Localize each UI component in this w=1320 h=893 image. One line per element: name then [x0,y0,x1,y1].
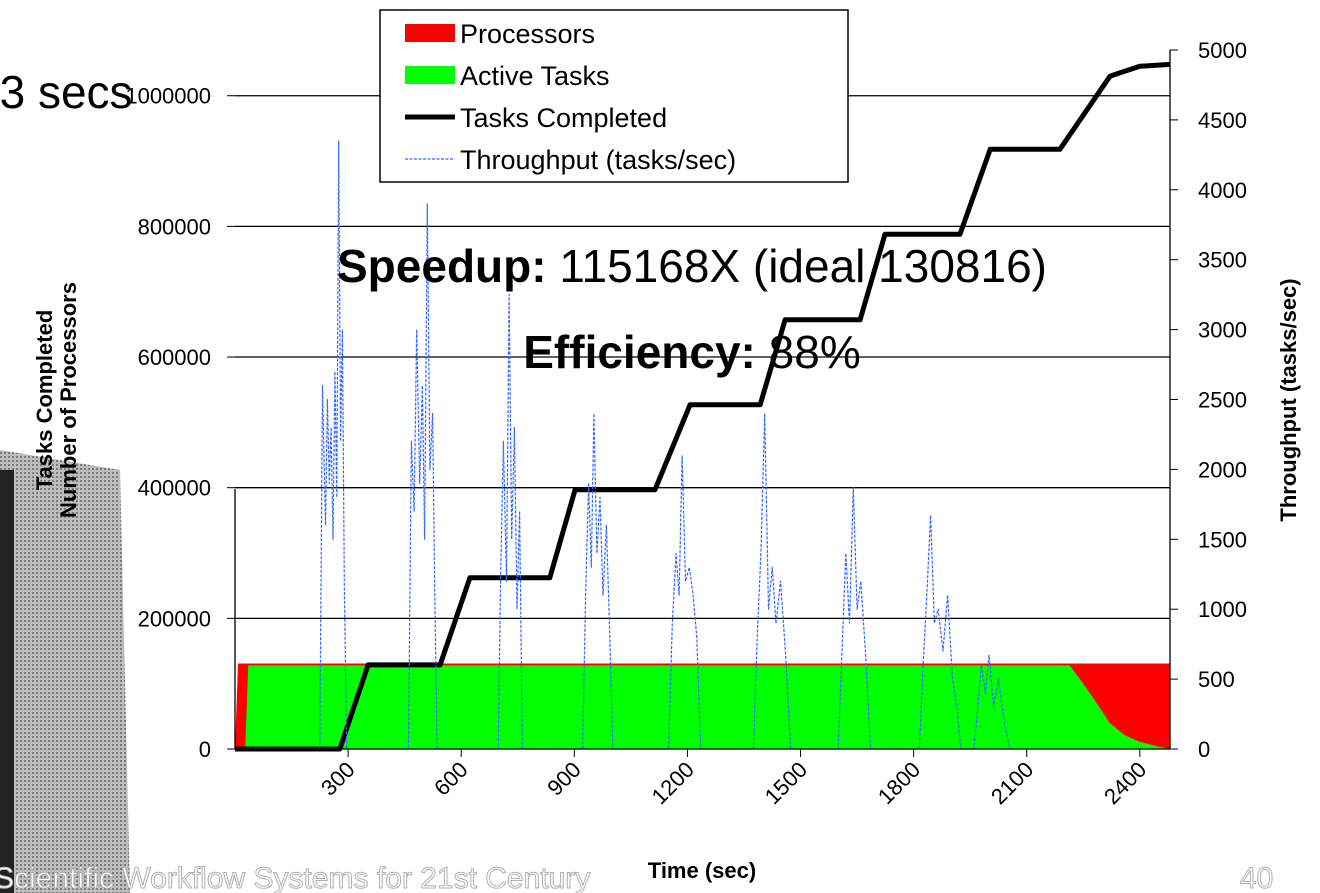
y2-tick-label: 1500 [1198,527,1247,552]
x-tick-label: 1800 [873,757,925,809]
x-tick-label: 900 [542,757,586,801]
legend-box [379,9,849,183]
legend-swatch [405,66,455,84]
slide-headline: 83 secs [0,66,133,118]
annotation-bold: Efficiency: [523,326,756,378]
annotation: Efficiency: 88% [523,326,861,378]
y-axis-title: Tasks Completed [32,310,57,491]
legend-label: Tasks Completed [460,103,667,133]
y2-tick-label: 3500 [1198,248,1247,273]
y-tick-label: 800000 [138,214,211,239]
legend: Processors Active Tasks Tasks Completed Thr… [379,9,849,183]
legend-swatch [405,24,455,42]
x-tick-label: 2100 [986,757,1038,809]
y2-tick-label: 1000 [1198,597,1247,622]
x-tick-label: 2400 [1099,757,1151,809]
y2-tick-label: 0 [1198,737,1210,762]
x-axis-title: Time (sec) [648,858,756,883]
y-tick-label: 200000 [138,606,211,631]
y-tick-label: 400000 [138,476,211,501]
y2-tick-label: 4000 [1198,178,1247,203]
y-tick-label: 0 [199,737,211,762]
slide-footer: Scientific Workflow Systems for 21st Cen… [0,862,590,893]
area [235,665,1170,749]
plot: 0 200000 400000 600000 800000 1000000 0 500 1000… [125,9,1247,809]
x-tick-label: 600 [429,757,473,801]
annotation-text: 88% [756,326,861,378]
annotation-text: 115168X (ideal 130816) [547,240,1047,292]
x-tick-label: 300 [316,757,360,801]
y2-tick-label: 2000 [1198,457,1247,482]
y2-axis-title: Throughput (tasks/sec) [1276,278,1301,521]
annotation-bold: Speedup: [337,240,547,292]
y2-tick-label: 500 [1198,667,1235,692]
annotation: Speedup: 115168X (ideal 130816) [337,240,1047,292]
y-tick-label: 1000000 [125,84,211,109]
legend-label: Active Tasks [460,61,610,91]
y2-tick-label: 5000 [1198,38,1247,63]
y2-tick-label: 4500 [1198,108,1247,133]
legend-label: Throughput (tasks/sec) [460,145,736,175]
y-tick-label: 600000 [138,345,211,370]
legend-label: Processors [460,19,595,49]
y2-tick-label: 3000 [1198,318,1247,343]
line [235,61,1171,752]
x-tick-label: 1500 [760,757,812,809]
page-number: 40 [1240,862,1273,893]
y-axis-title: Number of Processors [56,282,81,518]
y2-tick-label: 2500 [1198,388,1247,413]
rack-image [0,450,130,893]
x-tick-label: 1200 [647,757,699,809]
